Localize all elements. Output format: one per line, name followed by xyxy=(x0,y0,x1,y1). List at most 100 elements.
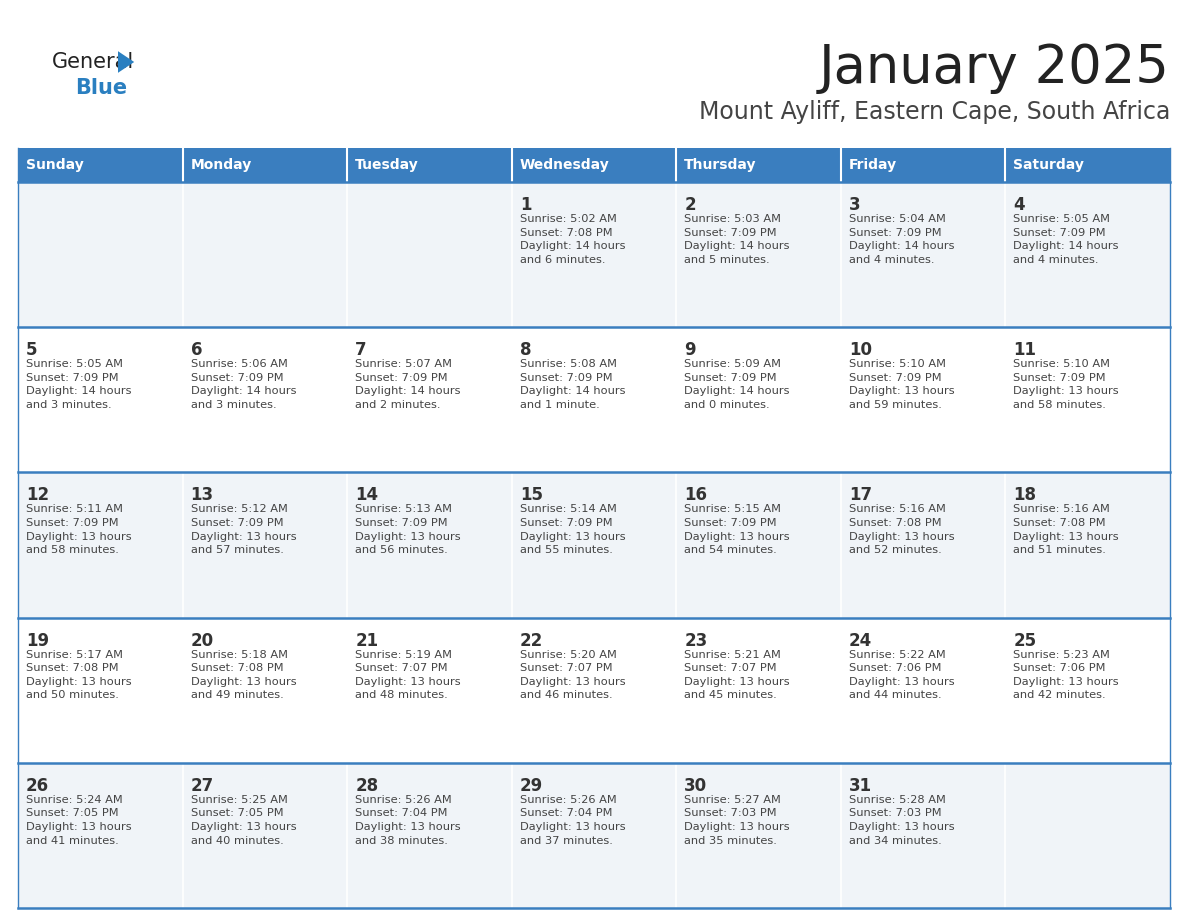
Text: Sunrise: 5:11 AM
Sunset: 7:09 PM
Daylight: 13 hours
and 58 minutes.: Sunrise: 5:11 AM Sunset: 7:09 PM Dayligh… xyxy=(26,504,132,555)
Text: Sunrise: 5:17 AM
Sunset: 7:08 PM
Daylight: 13 hours
and 50 minutes.: Sunrise: 5:17 AM Sunset: 7:08 PM Dayligh… xyxy=(26,650,132,700)
Bar xyxy=(841,473,1005,618)
Bar xyxy=(1005,148,1170,182)
Text: General: General xyxy=(52,52,134,72)
Bar xyxy=(18,148,183,182)
Text: Sunrise: 5:05 AM
Sunset: 7:09 PM
Daylight: 14 hours
and 3 minutes.: Sunrise: 5:05 AM Sunset: 7:09 PM Dayligh… xyxy=(26,359,132,410)
Bar xyxy=(841,618,1005,763)
Bar xyxy=(676,763,841,908)
Polygon shape xyxy=(118,51,134,73)
Bar xyxy=(18,473,183,618)
Text: Sunrise: 5:20 AM
Sunset: 7:07 PM
Daylight: 13 hours
and 46 minutes.: Sunrise: 5:20 AM Sunset: 7:07 PM Dayligh… xyxy=(519,650,625,700)
Bar xyxy=(1005,327,1170,473)
Text: Blue: Blue xyxy=(75,78,127,98)
Text: Sunrise: 5:24 AM
Sunset: 7:05 PM
Daylight: 13 hours
and 41 minutes.: Sunrise: 5:24 AM Sunset: 7:05 PM Dayligh… xyxy=(26,795,132,845)
Text: 28: 28 xyxy=(355,777,378,795)
Bar xyxy=(676,473,841,618)
Bar xyxy=(347,473,512,618)
Text: 23: 23 xyxy=(684,632,708,650)
Text: Sunrise: 5:18 AM
Sunset: 7:08 PM
Daylight: 13 hours
and 49 minutes.: Sunrise: 5:18 AM Sunset: 7:08 PM Dayligh… xyxy=(190,650,296,700)
Bar xyxy=(841,182,1005,327)
Bar xyxy=(676,182,841,327)
Text: Sunrise: 5:03 AM
Sunset: 7:09 PM
Daylight: 14 hours
and 5 minutes.: Sunrise: 5:03 AM Sunset: 7:09 PM Dayligh… xyxy=(684,214,790,264)
Bar xyxy=(347,618,512,763)
Text: 8: 8 xyxy=(519,341,531,359)
Text: 14: 14 xyxy=(355,487,378,504)
Text: 26: 26 xyxy=(26,777,49,795)
Bar xyxy=(1005,473,1170,618)
Bar xyxy=(18,182,183,327)
Bar xyxy=(18,327,183,473)
Text: Sunrise: 5:04 AM
Sunset: 7:09 PM
Daylight: 14 hours
and 4 minutes.: Sunrise: 5:04 AM Sunset: 7:09 PM Dayligh… xyxy=(849,214,954,264)
Text: 6: 6 xyxy=(190,341,202,359)
Text: Sunrise: 5:28 AM
Sunset: 7:03 PM
Daylight: 13 hours
and 34 minutes.: Sunrise: 5:28 AM Sunset: 7:03 PM Dayligh… xyxy=(849,795,954,845)
Text: 20: 20 xyxy=(190,632,214,650)
Text: 13: 13 xyxy=(190,487,214,504)
Text: Friday: Friday xyxy=(849,158,897,172)
Text: Saturday: Saturday xyxy=(1013,158,1085,172)
Bar xyxy=(676,618,841,763)
Text: Sunrise: 5:15 AM
Sunset: 7:09 PM
Daylight: 13 hours
and 54 minutes.: Sunrise: 5:15 AM Sunset: 7:09 PM Dayligh… xyxy=(684,504,790,555)
Bar xyxy=(183,763,347,908)
Bar xyxy=(183,618,347,763)
Bar xyxy=(183,327,347,473)
Bar xyxy=(841,763,1005,908)
Text: Sunrise: 5:26 AM
Sunset: 7:04 PM
Daylight: 13 hours
and 38 minutes.: Sunrise: 5:26 AM Sunset: 7:04 PM Dayligh… xyxy=(355,795,461,845)
Text: 12: 12 xyxy=(26,487,49,504)
Text: 18: 18 xyxy=(1013,487,1036,504)
Text: 11: 11 xyxy=(1013,341,1036,359)
Text: Sunrise: 5:16 AM
Sunset: 7:08 PM
Daylight: 13 hours
and 51 minutes.: Sunrise: 5:16 AM Sunset: 7:08 PM Dayligh… xyxy=(1013,504,1119,555)
Text: 24: 24 xyxy=(849,632,872,650)
Bar xyxy=(841,148,1005,182)
Bar xyxy=(347,148,512,182)
Text: Sunrise: 5:23 AM
Sunset: 7:06 PM
Daylight: 13 hours
and 42 minutes.: Sunrise: 5:23 AM Sunset: 7:06 PM Dayligh… xyxy=(1013,650,1119,700)
Text: Sunrise: 5:19 AM
Sunset: 7:07 PM
Daylight: 13 hours
and 48 minutes.: Sunrise: 5:19 AM Sunset: 7:07 PM Dayligh… xyxy=(355,650,461,700)
Text: Mount Ayliff, Eastern Cape, South Africa: Mount Ayliff, Eastern Cape, South Africa xyxy=(699,100,1170,124)
Text: 29: 29 xyxy=(519,777,543,795)
Text: 5: 5 xyxy=(26,341,38,359)
Text: Sunrise: 5:10 AM
Sunset: 7:09 PM
Daylight: 13 hours
and 59 minutes.: Sunrise: 5:10 AM Sunset: 7:09 PM Dayligh… xyxy=(849,359,954,410)
Bar xyxy=(1005,182,1170,327)
Text: Sunrise: 5:22 AM
Sunset: 7:06 PM
Daylight: 13 hours
and 44 minutes.: Sunrise: 5:22 AM Sunset: 7:06 PM Dayligh… xyxy=(849,650,954,700)
Text: 30: 30 xyxy=(684,777,707,795)
Text: 1: 1 xyxy=(519,196,531,214)
Text: 27: 27 xyxy=(190,777,214,795)
Text: 22: 22 xyxy=(519,632,543,650)
Bar xyxy=(512,182,676,327)
Text: Sunrise: 5:25 AM
Sunset: 7:05 PM
Daylight: 13 hours
and 40 minutes.: Sunrise: 5:25 AM Sunset: 7:05 PM Dayligh… xyxy=(190,795,296,845)
Bar xyxy=(512,763,676,908)
Bar xyxy=(841,327,1005,473)
Text: Sunrise: 5:16 AM
Sunset: 7:08 PM
Daylight: 13 hours
and 52 minutes.: Sunrise: 5:16 AM Sunset: 7:08 PM Dayligh… xyxy=(849,504,954,555)
Text: 3: 3 xyxy=(849,196,860,214)
Text: 10: 10 xyxy=(849,341,872,359)
Text: Sunrise: 5:02 AM
Sunset: 7:08 PM
Daylight: 14 hours
and 6 minutes.: Sunrise: 5:02 AM Sunset: 7:08 PM Dayligh… xyxy=(519,214,625,264)
Text: Wednesday: Wednesday xyxy=(519,158,609,172)
Bar xyxy=(347,182,512,327)
Text: 7: 7 xyxy=(355,341,367,359)
Text: Sunrise: 5:09 AM
Sunset: 7:09 PM
Daylight: 14 hours
and 0 minutes.: Sunrise: 5:09 AM Sunset: 7:09 PM Dayligh… xyxy=(684,359,790,410)
Bar xyxy=(512,618,676,763)
Text: 4: 4 xyxy=(1013,196,1025,214)
Text: Sunrise: 5:05 AM
Sunset: 7:09 PM
Daylight: 14 hours
and 4 minutes.: Sunrise: 5:05 AM Sunset: 7:09 PM Dayligh… xyxy=(1013,214,1119,264)
Text: Monday: Monday xyxy=(190,158,252,172)
Text: Sunrise: 5:21 AM
Sunset: 7:07 PM
Daylight: 13 hours
and 45 minutes.: Sunrise: 5:21 AM Sunset: 7:07 PM Dayligh… xyxy=(684,650,790,700)
Bar xyxy=(512,148,676,182)
Bar xyxy=(347,763,512,908)
Text: Sunrise: 5:12 AM
Sunset: 7:09 PM
Daylight: 13 hours
and 57 minutes.: Sunrise: 5:12 AM Sunset: 7:09 PM Dayligh… xyxy=(190,504,296,555)
Text: 31: 31 xyxy=(849,777,872,795)
Bar xyxy=(676,327,841,473)
Bar xyxy=(347,327,512,473)
Bar xyxy=(183,148,347,182)
Bar xyxy=(183,182,347,327)
Text: Sunrise: 5:08 AM
Sunset: 7:09 PM
Daylight: 14 hours
and 1 minute.: Sunrise: 5:08 AM Sunset: 7:09 PM Dayligh… xyxy=(519,359,625,410)
Bar xyxy=(18,763,183,908)
Text: 25: 25 xyxy=(1013,632,1037,650)
Bar xyxy=(512,473,676,618)
Text: Sunrise: 5:27 AM
Sunset: 7:03 PM
Daylight: 13 hours
and 35 minutes.: Sunrise: 5:27 AM Sunset: 7:03 PM Dayligh… xyxy=(684,795,790,845)
Text: 16: 16 xyxy=(684,487,707,504)
Text: 21: 21 xyxy=(355,632,378,650)
Text: Sunrise: 5:06 AM
Sunset: 7:09 PM
Daylight: 14 hours
and 3 minutes.: Sunrise: 5:06 AM Sunset: 7:09 PM Dayligh… xyxy=(190,359,296,410)
Text: Sunrise: 5:14 AM
Sunset: 7:09 PM
Daylight: 13 hours
and 55 minutes.: Sunrise: 5:14 AM Sunset: 7:09 PM Dayligh… xyxy=(519,504,625,555)
Bar xyxy=(183,473,347,618)
Text: Sunrise: 5:13 AM
Sunset: 7:09 PM
Daylight: 13 hours
and 56 minutes.: Sunrise: 5:13 AM Sunset: 7:09 PM Dayligh… xyxy=(355,504,461,555)
Text: Sunrise: 5:10 AM
Sunset: 7:09 PM
Daylight: 13 hours
and 58 minutes.: Sunrise: 5:10 AM Sunset: 7:09 PM Dayligh… xyxy=(1013,359,1119,410)
